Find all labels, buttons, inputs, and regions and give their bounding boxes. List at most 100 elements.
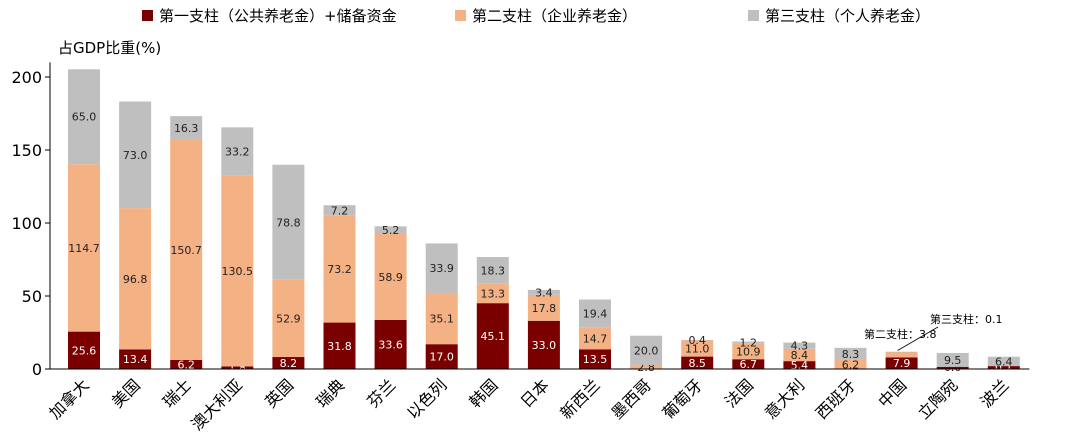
legend-swatch-3 bbox=[748, 10, 759, 21]
bar-3-2 bbox=[170, 116, 203, 140]
bar-1-5 bbox=[323, 322, 356, 369]
legend-label-1: 第一支柱（公共养老金）+储备资金 bbox=[159, 7, 397, 25]
annotation-leader-line bbox=[897, 326, 939, 351]
x-tick-label-12: 葡萄牙 bbox=[659, 375, 706, 422]
bar-label-2-10: 14.7 bbox=[583, 333, 608, 346]
bar-label-1-1: 13.4 bbox=[123, 353, 148, 366]
bar-2-9 bbox=[527, 294, 560, 321]
y-tick-label-150: 150 bbox=[11, 141, 42, 160]
bar-label-3-15: 8.3 bbox=[842, 348, 860, 361]
bar-label-1-4: 8.2 bbox=[280, 357, 298, 370]
bar-label-2-13: 10.9 bbox=[736, 345, 761, 358]
y-tick-label-50: 50 bbox=[22, 287, 42, 306]
y-tick-label-100: 100 bbox=[11, 214, 42, 233]
x-tick-label-8: 韩国 bbox=[466, 375, 502, 411]
bar-2-6 bbox=[374, 233, 407, 320]
bar-3-3 bbox=[221, 127, 254, 176]
bar-label-1-6: 33.6 bbox=[378, 338, 403, 351]
x-tick-label-13: 法国 bbox=[721, 375, 757, 411]
bar-1-6 bbox=[374, 319, 407, 369]
bar-label-2-5: 73.2 bbox=[327, 263, 352, 276]
bar-label-3-18: 6.4 bbox=[995, 355, 1013, 368]
x-tick-label-17: 立陶宛 bbox=[914, 375, 961, 422]
bar-label-3-14: 4.3 bbox=[791, 340, 809, 353]
bar-3-15 bbox=[834, 347, 867, 360]
bar-2-10 bbox=[579, 327, 611, 350]
bar-1-3 bbox=[221, 366, 254, 369]
bar-1-9 bbox=[527, 320, 560, 369]
bar-label-2-4: 52.9 bbox=[276, 312, 301, 325]
x-tick-label-5: 瑞典 bbox=[312, 375, 348, 411]
bar-label-2-3: 130.5 bbox=[222, 265, 254, 278]
legend-label-3: 第三支柱（个人养老金） bbox=[765, 7, 930, 25]
bar-2-12 bbox=[681, 340, 714, 357]
bar-label-3-12: 0.4 bbox=[688, 334, 706, 347]
x-tick-label-0: 加拿大 bbox=[45, 375, 92, 422]
bar-2-0 bbox=[68, 164, 100, 332]
bar-3-8 bbox=[476, 257, 509, 284]
bar-label-1-8: 45.1 bbox=[481, 330, 506, 343]
y-tick-label-0: 0 bbox=[32, 360, 42, 379]
bar-label-3-6: 5.2 bbox=[382, 224, 400, 237]
bar-1-18 bbox=[987, 366, 1020, 369]
bar-2-11 bbox=[630, 364, 663, 369]
x-tick-label-14: 意大利 bbox=[761, 375, 808, 422]
bar-label-2-0: 114.7 bbox=[68, 242, 100, 255]
bar-1-17 bbox=[936, 366, 969, 369]
bar-1-0 bbox=[68, 331, 100, 369]
bar-label-1-7: 17.0 bbox=[429, 351, 454, 364]
bar-1-16 bbox=[885, 357, 918, 369]
bar-2-5 bbox=[323, 215, 356, 323]
x-tick-label-15: 西班牙 bbox=[812, 375, 859, 422]
x-tick-label-3: 澳大利亚 bbox=[187, 375, 246, 434]
bar-2-8 bbox=[476, 283, 509, 304]
bar-3-16 bbox=[885, 351, 918, 353]
bar-3-13 bbox=[732, 341, 765, 344]
bar-label-3-7: 33.9 bbox=[429, 262, 454, 275]
bar-3-9 bbox=[527, 289, 560, 295]
bar-2-7 bbox=[425, 292, 458, 345]
x-tick-label-9: 日本 bbox=[517, 375, 553, 411]
bar-label-2-9: 17.8 bbox=[532, 302, 557, 315]
bar-3-5 bbox=[323, 205, 356, 216]
bar-3-0 bbox=[68, 69, 100, 165]
bar-label-2-2: 150.7 bbox=[170, 244, 202, 257]
bar-label-3-8: 18.3 bbox=[481, 264, 506, 277]
bar-label-1-0: 25.6 bbox=[72, 344, 97, 357]
bar-label-3-3: 33.2 bbox=[225, 146, 250, 159]
x-tick-label-16: 中国 bbox=[874, 375, 910, 411]
bar-2-1 bbox=[119, 208, 152, 350]
bar-label-3-0: 65.0 bbox=[72, 111, 97, 124]
x-tick-label-1: 美国 bbox=[108, 375, 144, 411]
bar-label-2-8: 13.3 bbox=[481, 287, 506, 300]
legend-swatch-1 bbox=[142, 10, 153, 21]
bar-2-13 bbox=[732, 343, 765, 360]
bar-label-1-5: 31.8 bbox=[327, 340, 352, 353]
bar-3-14 bbox=[783, 342, 816, 349]
legend-swatch-2 bbox=[455, 10, 466, 21]
y-axis-label: 占GDP比重(%) bbox=[58, 39, 161, 57]
bar-1-13 bbox=[732, 359, 765, 369]
bar-2-14 bbox=[783, 348, 816, 362]
bar-label-3-9: 3.4 bbox=[535, 286, 553, 299]
bar-3-1 bbox=[119, 101, 152, 209]
bar-label-1-10: 13.5 bbox=[583, 353, 608, 366]
bar-3-10 bbox=[579, 299, 611, 328]
bar-3-18 bbox=[987, 356, 1020, 367]
bar-1-4 bbox=[272, 357, 305, 369]
bar-label-1-2: 6.2 bbox=[177, 358, 195, 371]
bar-label-3-11: 20.0 bbox=[634, 344, 659, 357]
bars: 25.6114.765.013.496.873.06.2150.716.31.8… bbox=[68, 69, 1020, 375]
x-tick-label-4: 英国 bbox=[261, 375, 297, 411]
bar-1-8 bbox=[476, 303, 509, 369]
bar-1-12 bbox=[681, 356, 714, 369]
x-tick-label-2: 瑞士 bbox=[159, 375, 195, 411]
bar-label-3-10: 19.4 bbox=[583, 308, 608, 321]
x-tick-label-10: 新西兰 bbox=[556, 375, 603, 422]
bar-1-14 bbox=[783, 361, 816, 369]
bar-1-2 bbox=[170, 359, 203, 369]
bar-label-1-16: 7.9 bbox=[893, 357, 911, 370]
bar-label-1-12: 8.5 bbox=[688, 357, 706, 370]
